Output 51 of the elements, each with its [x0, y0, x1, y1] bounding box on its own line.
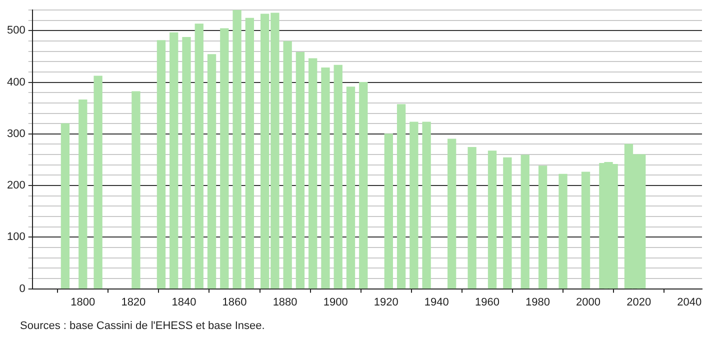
x-tick-label: 1920: [374, 296, 398, 308]
bar: [132, 91, 140, 289]
bar: [94, 76, 102, 289]
bar: [220, 28, 229, 289]
bar: [488, 150, 497, 289]
bar: [308, 58, 318, 289]
x-tick-label: 1960: [474, 296, 500, 308]
y-tick-label: 500: [6, 24, 26, 37]
bar: [410, 122, 418, 289]
bar: [232, 10, 242, 289]
bar: [60, 123, 70, 289]
bar: [170, 32, 178, 289]
bar: [396, 104, 406, 289]
bar: [156, 40, 166, 289]
x-tick-label: 1800: [70, 296, 96, 308]
bar: [346, 86, 356, 289]
x-tick-label: 1840: [172, 296, 196, 308]
bar: [503, 157, 512, 289]
x-tick-label: 1900: [323, 296, 348, 308]
source-note: Sources : base Cassini de l'EHESS et base Insee.: [20, 320, 265, 332]
x-tick-label: 1820: [121, 296, 146, 308]
x-tick-label: 2020: [626, 296, 652, 308]
x-tick-label: 1860: [222, 296, 247, 308]
x-tick-label: 2000: [576, 296, 601, 308]
bar: [558, 174, 568, 289]
bar: [334, 64, 342, 289]
y-tick-label: 0: [19, 282, 26, 295]
y-tick-label: 300: [6, 128, 26, 140]
bar: [182, 37, 191, 289]
x-tick-label: 1940: [424, 296, 449, 308]
bar: [194, 24, 204, 289]
bar: [581, 172, 590, 289]
bar: [207, 54, 216, 289]
bar: [321, 67, 330, 289]
bar: [422, 122, 431, 289]
bar: [245, 18, 254, 289]
bar: [384, 134, 393, 289]
y-tick-label: 100: [6, 231, 26, 244]
y-tick-label: 400: [6, 76, 26, 88]
bar: [538, 166, 548, 289]
y-tick-label: 200: [6, 180, 26, 192]
bar: [520, 154, 530, 289]
bar: [468, 147, 476, 289]
bar: [296, 52, 305, 289]
bar: [283, 41, 292, 289]
x-tick-label: 2040: [677, 296, 702, 308]
bar: [78, 100, 88, 289]
bar: [359, 82, 368, 289]
bar: [448, 138, 456, 289]
x-tick-label: 1980: [526, 296, 550, 308]
x-tick-label: 1880: [272, 296, 298, 308]
